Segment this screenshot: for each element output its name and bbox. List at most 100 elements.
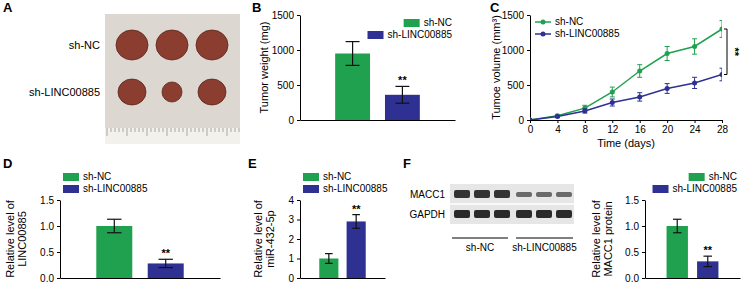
x-axis <box>301 278 386 280</box>
error-bar-line <box>665 60 670 61</box>
y-tick-mark <box>297 278 300 279</box>
error-bar <box>665 47 670 61</box>
legend-label: sh-LINC00885 <box>673 183 738 194</box>
legend-swatch <box>368 31 384 39</box>
blot-band <box>454 190 470 198</box>
y-tick-label: 0 <box>288 115 294 126</box>
legend-swatch <box>653 185 669 193</box>
ruler-tick <box>223 128 224 132</box>
y-tick-mark <box>297 200 300 201</box>
panel-label: B <box>252 0 261 15</box>
y-tick: 1.0 <box>625 221 645 232</box>
marker <box>637 94 642 99</box>
y-tick-label: 0.0 <box>40 273 54 284</box>
y-tick: 500 <box>507 80 530 91</box>
legend-swatch <box>689 173 705 181</box>
y-tick-mark <box>57 252 60 253</box>
legend-swatch <box>303 185 319 193</box>
marker <box>665 86 670 91</box>
x-tick-mark <box>612 120 613 123</box>
error-bar-line <box>114 219 115 233</box>
error-bar-line <box>610 106 615 107</box>
x-tick-mark <box>640 120 641 123</box>
ruler-tick <box>199 128 200 132</box>
error-bar <box>673 219 682 233</box>
ruler-tick <box>187 128 188 136</box>
ruler-tick <box>231 128 232 132</box>
x-tick: 0 <box>528 120 534 135</box>
x-tick-label: 8 <box>583 124 589 135</box>
y-tick-mark <box>642 200 645 201</box>
legend-label: sh-LINC00885 <box>555 28 620 39</box>
y-tick: 3 <box>288 214 300 225</box>
x-axis-line <box>646 278 741 279</box>
legend-item: sh-NC <box>689 171 737 182</box>
ruler-tick <box>111 128 112 132</box>
ruler-tick <box>135 128 136 132</box>
y-tick: 0.5 <box>625 247 645 258</box>
y-axis-line <box>300 201 301 279</box>
y-tick-label: 1000 <box>502 45 525 56</box>
blot-band <box>556 210 572 218</box>
error-bar-line <box>352 228 360 229</box>
panel-label: A <box>3 0 13 15</box>
x-tick: 24 <box>690 120 702 135</box>
x-tick-label: 20 <box>662 124 674 135</box>
ruler-tick <box>123 128 124 132</box>
marker <box>692 44 697 49</box>
error-bar <box>692 77 697 88</box>
y-axis-title: miR-432-5p <box>264 210 276 267</box>
y-tick: 1000 <box>502 45 530 56</box>
y-tick-label: 1.0 <box>625 221 639 232</box>
plot-area <box>319 215 365 278</box>
error-bar <box>352 215 360 229</box>
panel-label: C <box>490 0 500 15</box>
error-bar-line <box>665 93 670 94</box>
y-tick-label: 4 <box>288 195 294 206</box>
legend-swatch <box>303 173 319 181</box>
marker <box>582 108 587 113</box>
y-tick: 2 <box>288 234 300 245</box>
blot-band <box>536 210 552 218</box>
y-axis: 0.00.51.01.5 <box>625 195 645 284</box>
tumour <box>198 79 226 105</box>
y-tick: 0.0 <box>625 273 645 284</box>
error-bar-line <box>346 65 360 66</box>
error-bar-line <box>665 46 670 47</box>
chart: 050010001500**sh-NCsh-LINC00885Tumor wei… <box>258 10 456 126</box>
error-bar-line <box>395 103 409 104</box>
error-bar-line <box>720 37 723 38</box>
tumour <box>196 30 228 60</box>
marker <box>530 118 533 121</box>
y-axis-line <box>60 201 61 279</box>
y-tick-mark <box>297 239 300 240</box>
legend-swatch <box>63 185 79 193</box>
y-tick-mark <box>642 252 645 253</box>
error-bar-line <box>610 87 615 88</box>
y-tick: 0 <box>288 273 300 284</box>
error-bar-line <box>356 215 357 229</box>
error-bar-line <box>107 232 121 233</box>
ruler-tick <box>131 128 132 132</box>
marker <box>530 118 533 121</box>
y-tick-mark <box>297 220 300 221</box>
ruler-tick <box>127 128 128 136</box>
error-bar-line <box>325 253 333 254</box>
y-tick-label: 1.0 <box>40 221 54 232</box>
y-axis: 01234 <box>288 195 300 284</box>
legend-swatch <box>63 173 79 181</box>
legend-label: sh-NC <box>555 16 583 27</box>
y-axis: 050010001500 <box>272 10 301 126</box>
bar <box>96 226 132 278</box>
x-tick-label: 16 <box>635 124 647 135</box>
group-label: sh-NC <box>466 242 494 253</box>
x-tick-mark <box>585 120 586 123</box>
legend-label: sh-LINC00885 <box>83 183 148 194</box>
group-line <box>516 238 573 239</box>
ruler-tick <box>175 128 176 132</box>
error-bar <box>637 93 642 101</box>
y-tick-label: 0 <box>518 115 524 126</box>
error-bar-line <box>610 99 615 100</box>
marker <box>720 27 723 32</box>
bar <box>667 226 688 278</box>
